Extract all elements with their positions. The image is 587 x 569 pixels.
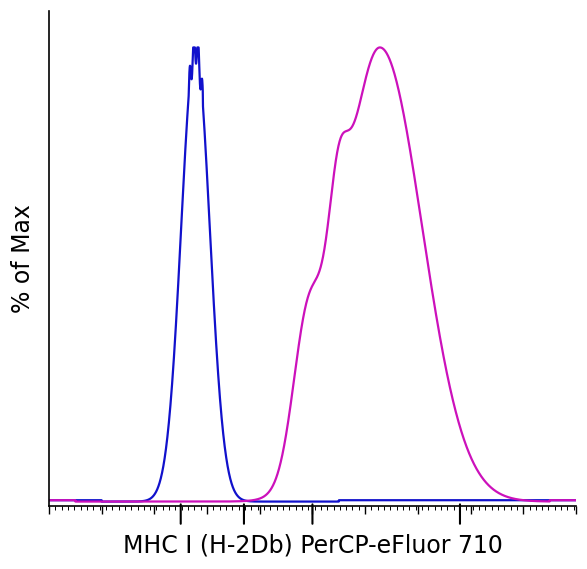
X-axis label: MHC I (H-2Db) PerCP-eFluor 710: MHC I (H-2Db) PerCP-eFluor 710 — [123, 534, 502, 558]
Y-axis label: % of Max: % of Max — [11, 204, 35, 313]
